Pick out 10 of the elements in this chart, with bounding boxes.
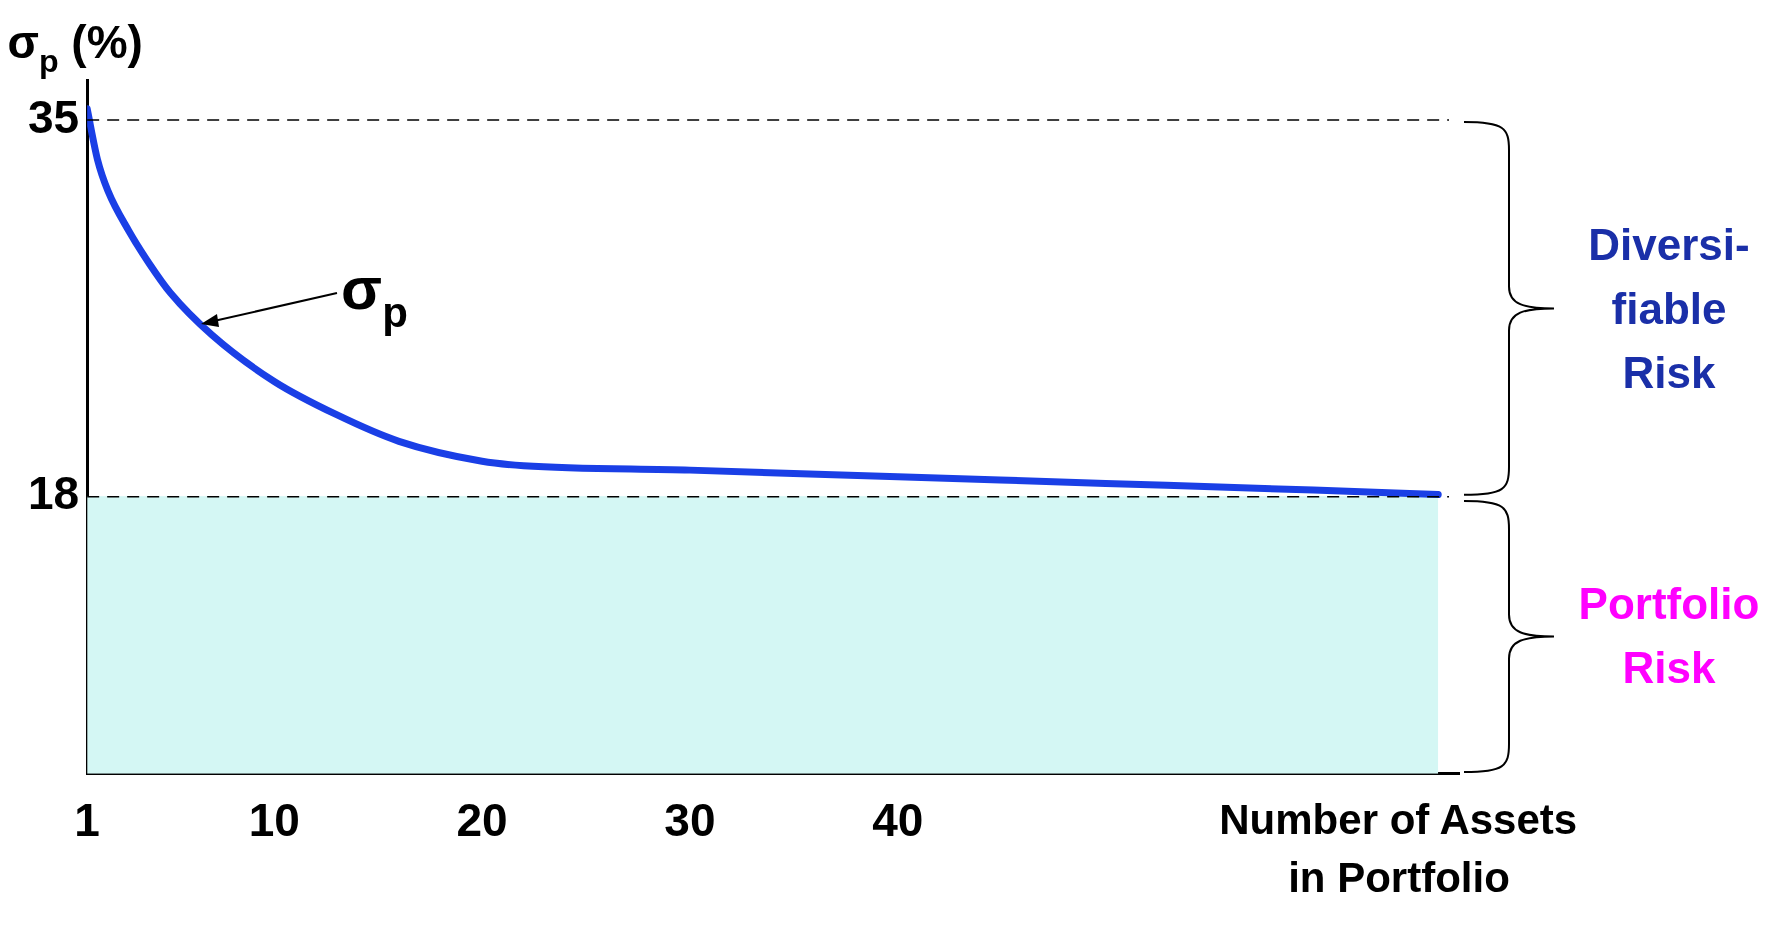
x-axis-title: Number of Assets in Portfolio: [1219, 795, 1578, 901]
y-tick-label: 18: [27, 467, 80, 520]
y-tick-label: 35: [27, 90, 80, 143]
x-tick-label: 1: [74, 794, 100, 847]
text: Diversi- fiable Risk: [1588, 220, 1750, 398]
x-tick-label: 30: [664, 794, 716, 847]
text: Portfolio Risk: [1578, 579, 1760, 693]
x-tick-label: 40: [872, 794, 924, 847]
x-tick-label: 10: [248, 794, 300, 847]
x-tick-label: 20: [456, 794, 508, 847]
